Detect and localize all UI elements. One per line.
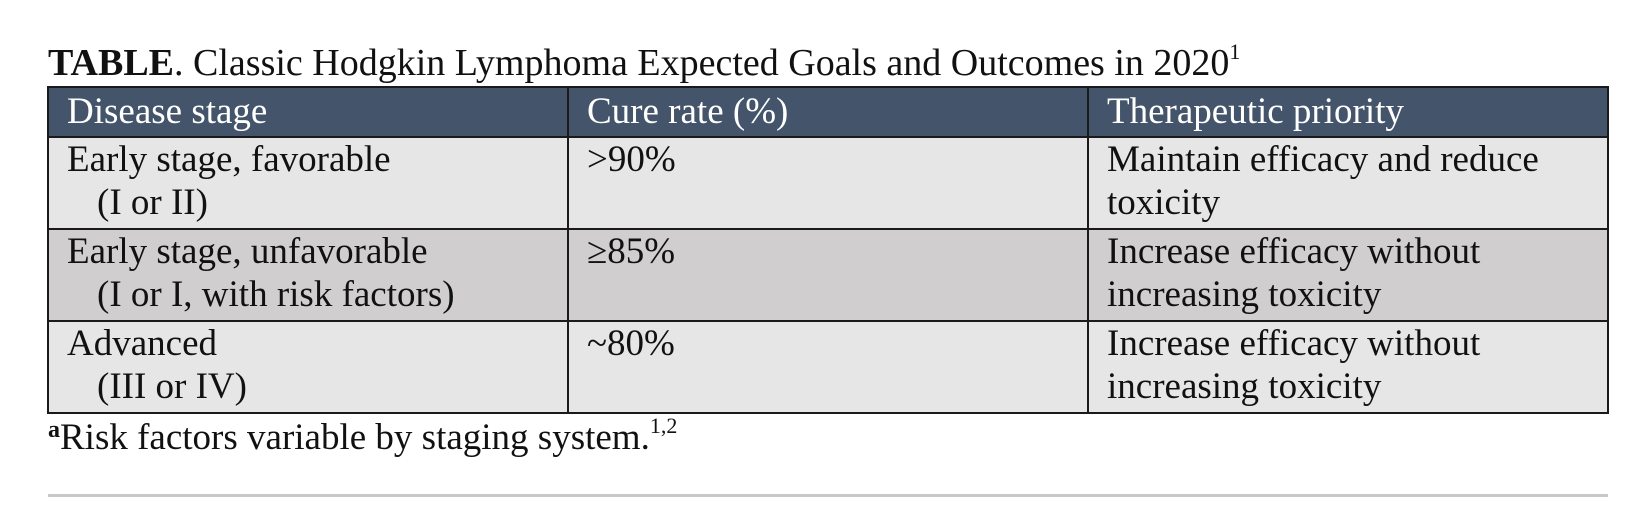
caption-label: TABLE [48,42,175,84]
header-cure-rate: Cure rate (%) [567,86,1089,138]
cure-rate-cell: ~80% [567,320,1089,414]
stage-name: Advanced [67,323,217,364]
outcomes-table: Disease stage Cure rate (%) Therapeutic … [47,86,1609,414]
header-therapeutic-priority: Therapeutic priority [1087,86,1609,138]
therapeutic-priority-cell: Increase efficacy without increasing tox… [1087,228,1609,322]
footnote-mark: a [48,417,60,443]
header-row: Disease stage Cure rate (%) Therapeutic … [47,86,1609,138]
disease-stage-cell: Advanced (III or IV) [47,320,569,414]
table-row: Early stage, favorable (I or II) >90% Mai… [47,136,1609,230]
disease-stage-cell: Early stage, unfavorable (I or I, with ri… [47,228,569,322]
stage-name: Early stage, unfavorable [67,231,428,272]
stage-name: Early stage, favorable [67,139,391,180]
caption-text: . Classic Hodgkin Lymphoma Expected Goal… [174,42,1230,84]
divider [48,494,1608,497]
disease-stage-cell: Early stage, favorable (I or II) [47,136,569,230]
stage-range: (III or IV) [97,366,247,407]
table-footnote: aRisk factors variable by staging system… [48,413,678,460]
therapeutic-priority-cell: Increase efficacy without increasing tox… [1087,320,1609,414]
table-header: Disease stage Cure rate (%) Therapeutic … [47,86,1609,138]
stage-range: (I or I, with risk factors) [97,274,455,315]
table-body: Early stage, favorable (I or II) >90% Mai… [47,136,1609,414]
footnote-reference: 1,2 [649,413,678,438]
table-caption: TABLE. Classic Hodgkin Lymphoma Expected… [48,40,1240,86]
stage-range: (I or II) [97,182,208,223]
footnote-text: Risk factors variable by staging system. [60,417,650,458]
cure-rate-cell: >90% [567,136,1089,230]
therapeutic-priority-cell: Maintain efficacy and reduce toxicity [1087,136,1609,230]
cure-rate-cell: ≥85% [567,228,1089,322]
header-disease-stage: Disease stage [47,86,569,138]
caption-reference: 1 [1229,39,1241,64]
table-row: Advanced (III or IV) ~80% Increase effica… [47,320,1609,414]
table-row: Early stage, unfavorable (I or I, with ri… [47,228,1609,322]
